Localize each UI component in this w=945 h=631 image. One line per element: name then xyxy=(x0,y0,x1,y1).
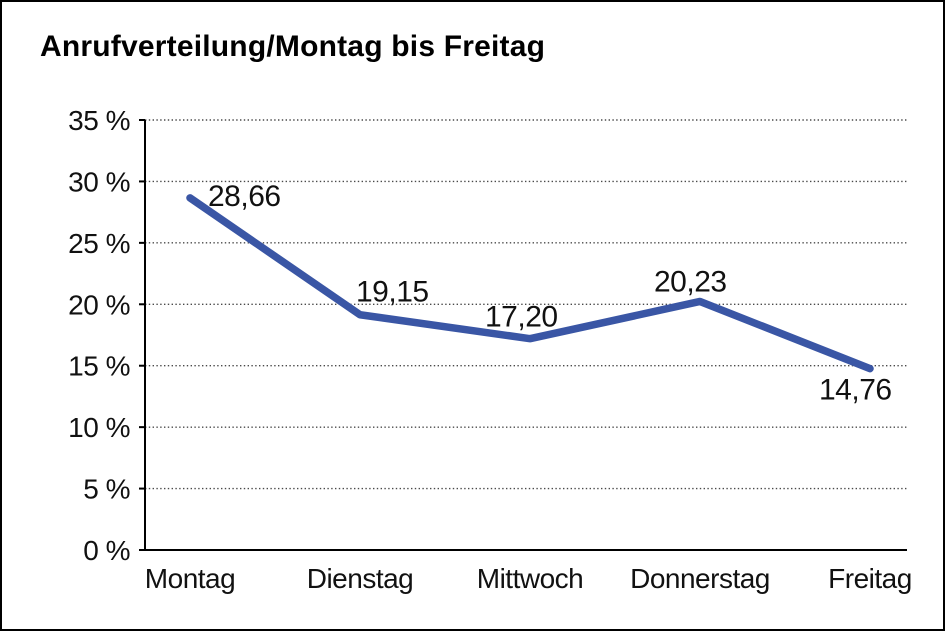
y-tick-label: 0 % xyxy=(83,535,130,566)
x-category-label: Donnerstag xyxy=(630,563,770,594)
y-tick-label: 25 % xyxy=(68,228,130,259)
x-category-label: Dienstag xyxy=(307,563,414,594)
y-tick-label: 35 % xyxy=(68,105,130,136)
data-label: 17,20 xyxy=(485,301,558,334)
x-category-label: Freitag xyxy=(828,563,912,594)
x-category-label: Montag xyxy=(145,563,235,594)
y-tick-label: 15 % xyxy=(68,351,130,382)
y-tick-label: 30 % xyxy=(68,166,130,197)
data-label: 28,66 xyxy=(208,180,281,213)
data-label: 19,15 xyxy=(356,276,429,309)
y-tick-label: 5 % xyxy=(83,474,130,505)
data-label: 14,76 xyxy=(819,374,892,407)
y-tick-label: 20 % xyxy=(68,289,130,320)
data-line xyxy=(186,194,874,373)
y-tick-label: 10 % xyxy=(68,412,130,443)
x-category-label: Mittwoch xyxy=(477,563,583,594)
chart-title: Anrufverteilung/Montag bis Freitag xyxy=(40,30,546,63)
data-label: 20,23 xyxy=(654,265,727,298)
